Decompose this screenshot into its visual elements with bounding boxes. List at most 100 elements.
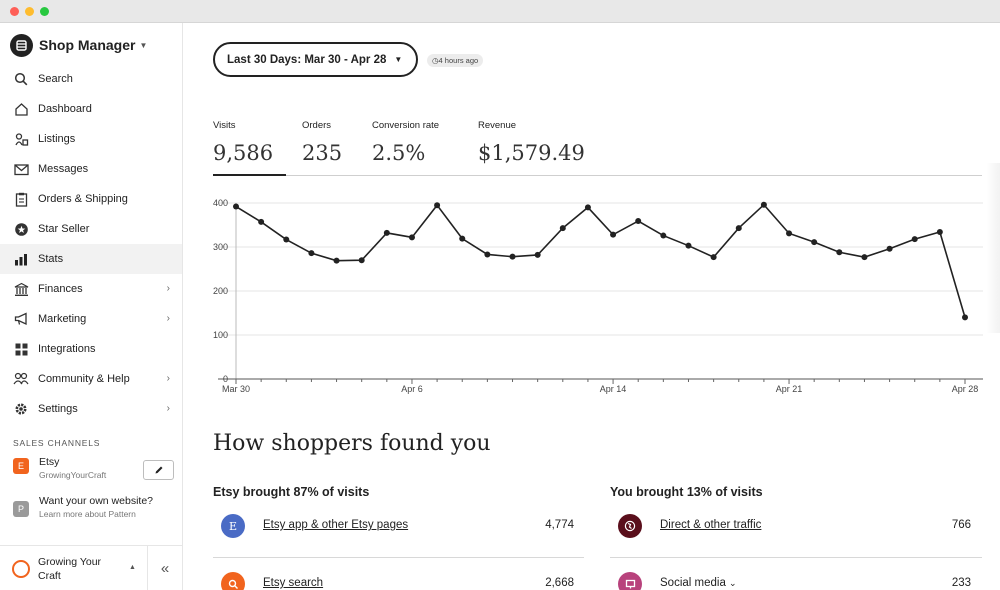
visits-data-point[interactable]: [333, 257, 340, 264]
sidebar-item-dashboard[interactable]: Dashboard: [0, 94, 182, 124]
sidebar-item-star-seller[interactable]: Star Seller: [0, 214, 182, 244]
sidebar-item-label: Stats: [38, 253, 64, 265]
search-icon: [13, 71, 29, 87]
traffic-source-row[interactable]: Direct & other traffic 766: [618, 514, 983, 538]
y-tick-label: 300: [213, 242, 228, 252]
grid-icon: [13, 341, 29, 357]
visits-data-point[interactable]: [509, 253, 516, 260]
shop-manager-menu[interactable]: Shop Manager ▼: [10, 33, 147, 57]
metric-label: Revenue: [478, 120, 517, 131]
date-range-button[interactable]: Last 30 Days: Mar 30 - Apr 28 ▼: [213, 42, 418, 77]
sidebar-item-search[interactable]: Search: [0, 64, 182, 94]
visits-data-point[interactable]: [685, 242, 692, 249]
visits-data-point[interactable]: [610, 231, 617, 238]
edit-channel-button[interactable]: [143, 460, 174, 480]
sidebar-item-integrations[interactable]: Integrations: [0, 334, 182, 364]
traffic-source-row[interactable]: Social media ⌄ 233: [618, 572, 983, 590]
sidebar-item-label: Marketing: [38, 313, 87, 325]
visits-data-point[interactable]: [233, 203, 239, 210]
traffic-source-value: 233: [951, 577, 971, 589]
sidebar-item-finances[interactable]: Finances ›: [0, 274, 182, 304]
visits-data-point[interactable]: [786, 230, 793, 237]
metric-conversion-rate[interactable]: Conversion rate 2.5%: [372, 120, 439, 165]
sidebar: Shop Manager ▼ Search Dashboard Listings…: [0, 23, 183, 590]
collapse-sidebar-button[interactable]: «: [147, 546, 182, 590]
clipboard-icon: [13, 191, 29, 207]
visits-data-point[interactable]: [258, 218, 265, 225]
sidebar-item-messages[interactable]: Messages: [0, 154, 182, 184]
visits-data-point[interactable]: [434, 202, 441, 209]
sidebar-item-label: Star Seller: [38, 223, 90, 235]
visits-data-point[interactable]: [484, 251, 491, 258]
visits-data-point[interactable]: [735, 225, 742, 232]
sidebar-item-stats[interactable]: Stats: [0, 244, 182, 274]
sidebar-item-label: Dashboard: [38, 103, 92, 115]
shop-name: Growing Your Craft: [38, 556, 102, 582]
channel-etsy[interactable]: E Etsy GrowingYourCraft: [13, 456, 106, 480]
visits-data-point[interactable]: [635, 218, 642, 225]
bar-chart-icon: [13, 251, 29, 267]
megaphone-icon: [13, 311, 29, 327]
y-tick-label: 200: [213, 286, 228, 296]
visits-data-point[interactable]: [534, 251, 541, 258]
traffic-source-label[interactable]: Etsy app & other Etsy pages: [263, 519, 409, 531]
visits-data-point[interactable]: [962, 314, 968, 321]
sidebar-footer: Growing Your Craft ▲ «: [0, 545, 182, 590]
traffic-source-label[interactable]: Etsy search: [263, 577, 324, 589]
visits-data-point[interactable]: [861, 254, 868, 261]
envelope-icon: [13, 161, 29, 177]
device-icon: [618, 572, 642, 590]
traffic-source-row[interactable]: E Etsy app & other Etsy pages 4,774: [221, 514, 586, 538]
metric-value: 9,586: [213, 141, 274, 165]
visits-data-point[interactable]: [886, 245, 893, 252]
visits-series-line: [235, 203, 966, 318]
visits-data-point[interactable]: [308, 250, 315, 257]
visits-data-point[interactable]: [660, 232, 667, 239]
chevron-down-icon: ▼: [139, 40, 148, 50]
visits-data-point[interactable]: [584, 204, 591, 211]
close-window-button[interactable]: [10, 7, 19, 16]
metric-label: Orders: [302, 120, 332, 131]
visits-data-point[interactable]: [710, 254, 717, 261]
sidebar-item-label: Listings: [38, 133, 76, 145]
chevron-right-icon: ›: [166, 403, 170, 414]
channel-name: Etsy: [39, 456, 60, 468]
sidebar-item-community-help[interactable]: Community & Help ›: [0, 364, 182, 394]
minimize-window-button[interactable]: [25, 7, 34, 16]
chevron-right-icon: ›: [166, 373, 170, 384]
chevron-down-icon: ⌄: [729, 578, 737, 588]
visits-data-point[interactable]: [559, 225, 566, 232]
visits-data-point[interactable]: [383, 229, 390, 236]
visits-data-point[interactable]: [408, 234, 415, 241]
metric-visits[interactable]: Visits 9,586: [213, 120, 273, 165]
visits-data-point[interactable]: [283, 236, 290, 243]
chevron-up-icon: ▲: [129, 564, 136, 571]
traffic-source-row[interactable]: Etsy search 2,668: [221, 572, 586, 590]
etsy-badge-icon: E: [13, 458, 29, 474]
visits-data-point[interactable]: [911, 236, 918, 243]
visits-data-point[interactable]: [459, 235, 466, 242]
visits-data-point[interactable]: [936, 229, 943, 236]
last-updated-text: 4 hours ago: [438, 56, 479, 65]
visits-data-point[interactable]: [811, 239, 818, 246]
sidebar-item-marketing[interactable]: Marketing ›: [0, 304, 182, 334]
metric-orders[interactable]: Orders 235: [302, 120, 342, 165]
sidebar-item-settings[interactable]: Settings ›: [0, 394, 182, 424]
home-icon: [13, 101, 29, 117]
metric-value: 2.5%: [372, 141, 426, 165]
traffic-source-label[interactable]: Direct & other traffic: [660, 519, 762, 531]
sidebar-item-label: Integrations: [38, 343, 96, 355]
sidebar-item-listings[interactable]: Listings: [0, 124, 182, 154]
pattern-badge-icon: P: [13, 501, 29, 517]
visits-data-point[interactable]: [760, 201, 767, 208]
channel-pattern[interactable]: P Want your own website? Learn more abou…: [13, 495, 153, 519]
visits-data-point[interactable]: [836, 249, 843, 256]
zoom-window-button[interactable]: [40, 7, 49, 16]
sidebar-item-orders-shipping[interactable]: Orders & Shipping: [0, 184, 182, 214]
visits-data-point[interactable]: [358, 257, 365, 264]
channel-name: Want your own website?: [39, 495, 153, 507]
traffic-source-label[interactable]: Social media ⌄: [660, 577, 737, 589]
chevron-right-icon: ›: [166, 283, 170, 294]
metric-revenue[interactable]: Revenue $1,579.49: [478, 120, 585, 165]
sidebar-item-label: Messages: [38, 163, 89, 175]
